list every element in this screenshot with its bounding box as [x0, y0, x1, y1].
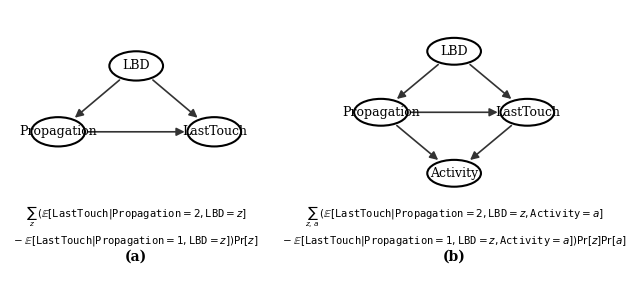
- Ellipse shape: [500, 99, 554, 126]
- Text: Propagation: Propagation: [19, 125, 97, 138]
- Text: (a): (a): [125, 250, 147, 264]
- Text: $\sum_z\,(\mathbb{E}[\mathtt{LastTouch}|\mathtt{Propagation}{=}2,\mathtt{LBD}{=}: $\sum_z\,(\mathbb{E}[\mathtt{LastTouch}|…: [26, 205, 247, 229]
- Text: $\sum_{z,\,a}\,(\mathbb{E}[\mathtt{LastTouch}|\mathtt{Propagation}{=}2,\mathtt{L: $\sum_{z,\,a}\,(\mathbb{E}[\mathtt{LastT…: [305, 205, 604, 230]
- Ellipse shape: [354, 99, 408, 126]
- Ellipse shape: [428, 38, 481, 65]
- Text: LastTouch: LastTouch: [182, 125, 247, 138]
- Ellipse shape: [428, 160, 481, 187]
- Text: Activity: Activity: [430, 167, 478, 180]
- Text: LastTouch: LastTouch: [495, 106, 560, 119]
- Text: Propagation: Propagation: [342, 106, 420, 119]
- Ellipse shape: [109, 51, 163, 81]
- Text: (b): (b): [443, 250, 465, 264]
- Ellipse shape: [188, 117, 241, 146]
- Text: $-\;\mathbb{E}[\mathtt{LastTouch}|\mathtt{Propagation}{=}1,\mathtt{LBD}{=}z,\mat: $-\;\mathbb{E}[\mathtt{LastTouch}|\matht…: [282, 234, 627, 248]
- Text: $-\;\mathbb{E}[\mathtt{LastTouch}|\mathtt{Propagation}{=}1,\mathtt{LBD}{=}z])\Pr: $-\;\mathbb{E}[\mathtt{LastTouch}|\matht…: [13, 234, 259, 248]
- Text: LBD: LBD: [122, 59, 150, 72]
- Text: LBD: LBD: [440, 45, 468, 58]
- Ellipse shape: [31, 117, 85, 146]
